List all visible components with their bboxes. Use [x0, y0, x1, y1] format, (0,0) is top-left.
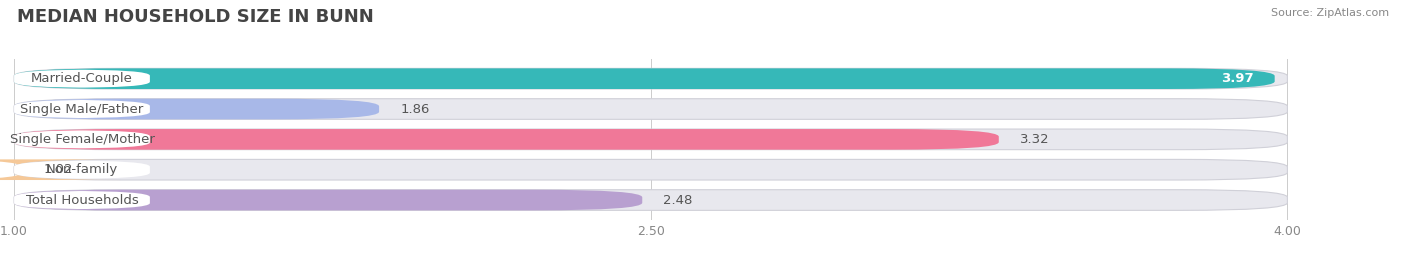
FancyBboxPatch shape [14, 99, 1288, 119]
FancyBboxPatch shape [14, 70, 150, 88]
FancyBboxPatch shape [14, 191, 150, 209]
FancyBboxPatch shape [14, 68, 1288, 89]
FancyBboxPatch shape [14, 99, 380, 119]
Text: Source: ZipAtlas.com: Source: ZipAtlas.com [1271, 8, 1389, 18]
Text: 3.32: 3.32 [1019, 133, 1050, 146]
FancyBboxPatch shape [14, 190, 643, 210]
Text: Single Female/Mother: Single Female/Mother [10, 133, 155, 146]
FancyBboxPatch shape [14, 100, 150, 118]
Text: Single Male/Father: Single Male/Father [20, 103, 143, 116]
Text: 1.86: 1.86 [401, 103, 430, 116]
Text: Married-Couple: Married-Couple [31, 72, 134, 85]
FancyBboxPatch shape [14, 161, 150, 179]
FancyBboxPatch shape [14, 130, 150, 148]
Text: Non-family: Non-family [46, 163, 118, 176]
FancyBboxPatch shape [14, 190, 1288, 210]
FancyBboxPatch shape [14, 129, 1288, 150]
FancyBboxPatch shape [14, 68, 1275, 89]
FancyBboxPatch shape [14, 159, 1288, 180]
FancyBboxPatch shape [14, 129, 998, 150]
Text: Total Households: Total Households [25, 193, 138, 207]
Text: 2.48: 2.48 [664, 193, 693, 207]
FancyBboxPatch shape [0, 159, 120, 180]
Text: 3.97: 3.97 [1220, 72, 1254, 85]
Text: 1.02: 1.02 [44, 163, 73, 176]
Text: MEDIAN HOUSEHOLD SIZE IN BUNN: MEDIAN HOUSEHOLD SIZE IN BUNN [17, 8, 374, 26]
